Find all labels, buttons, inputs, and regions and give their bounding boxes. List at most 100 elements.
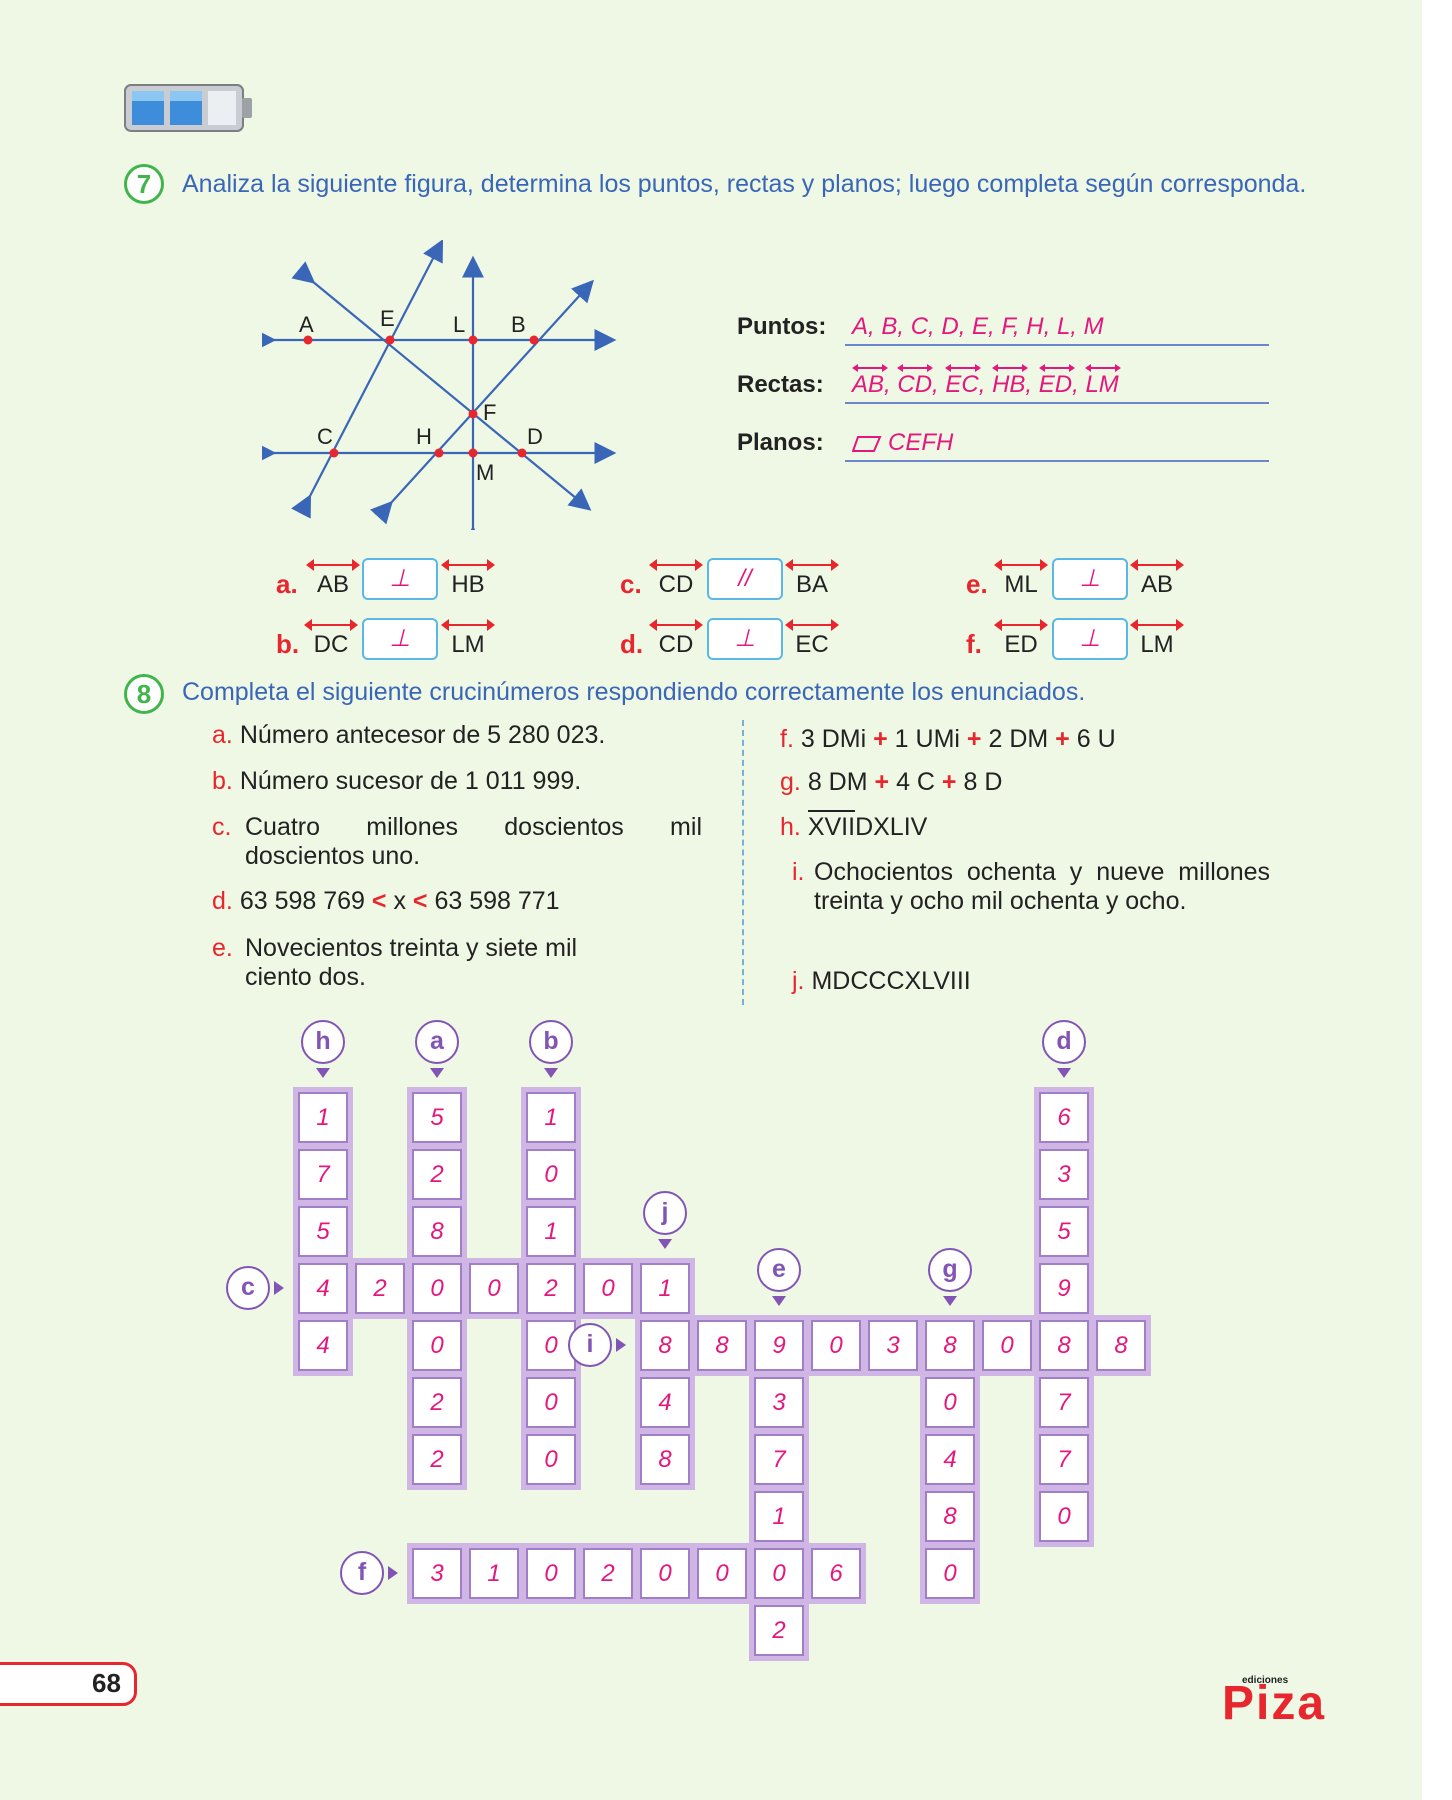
grid-cell[interactable]: 4	[640, 1377, 690, 1428]
grid-cell[interactable]: 0	[469, 1263, 519, 1314]
grid-cell[interactable]: 7	[1039, 1377, 1089, 1428]
grid-cell[interactable]: 2	[754, 1605, 804, 1656]
grid-cell[interactable]: 2	[526, 1263, 576, 1314]
grid-cell[interactable]: 0	[1039, 1491, 1089, 1542]
grid-cell[interactable]: 1	[469, 1548, 519, 1599]
relation-e-box[interactable]: ⊥	[1052, 558, 1128, 600]
grid-cell[interactable]: 8	[640, 1320, 690, 1371]
grid-cell[interactable]: 2	[583, 1548, 633, 1599]
grid-cell[interactable]: 5	[412, 1092, 462, 1143]
relation-b-left: DC	[304, 619, 358, 659]
relation-f-box[interactable]: ⊥	[1052, 618, 1128, 660]
grid-band	[407, 1201, 467, 1262]
grid-cell[interactable]: 0	[754, 1548, 804, 1599]
grid-cell[interactable]: 5	[298, 1206, 348, 1257]
grid-cell[interactable]: 4	[925, 1434, 975, 1485]
grid-cell[interactable]: 8	[1039, 1320, 1089, 1371]
grid-cell[interactable]: 8	[925, 1320, 975, 1371]
grid-band	[1034, 1087, 1094, 1148]
grid-cell[interactable]: 0	[982, 1320, 1032, 1371]
relation-f-letter: f.	[966, 629, 982, 659]
grid-cell[interactable]: 1	[640, 1263, 690, 1314]
grid-cell[interactable]: 1	[526, 1206, 576, 1257]
grid-band	[293, 1201, 353, 1262]
grid-cell[interactable]: 6	[811, 1548, 861, 1599]
grid-cell[interactable]: 7	[298, 1149, 348, 1200]
grid-cell[interactable]: 9	[1039, 1263, 1089, 1314]
grid-band	[1034, 1429, 1094, 1490]
relation-c-left: CD	[649, 559, 703, 599]
point-label-h: H	[416, 424, 432, 449]
point-label-b: B	[511, 312, 526, 337]
grid-cell[interactable]: 8	[1096, 1320, 1146, 1371]
relation-a-box[interactable]: ⊥	[362, 558, 438, 600]
clue-bubble-e: e	[757, 1248, 801, 1292]
relation-c-box[interactable]: //	[707, 558, 783, 600]
grid-cell[interactable]: 0	[526, 1548, 576, 1599]
grid-cell[interactable]: 8	[697, 1320, 747, 1371]
grid-cell[interactable]: 0	[412, 1320, 462, 1371]
grid-cell[interactable]: 2	[355, 1263, 405, 1314]
grid-cell[interactable]: 0	[811, 1320, 861, 1371]
grid-cell[interactable]: 3	[1039, 1149, 1089, 1200]
grid-cell[interactable]: 3	[868, 1320, 918, 1371]
planes-label: Planos:	[737, 429, 824, 456]
grid-cell[interactable]: 3	[754, 1377, 804, 1428]
grid-cell[interactable]: 5	[1039, 1206, 1089, 1257]
grid-band	[293, 1315, 353, 1376]
grid-cell[interactable]: 0	[640, 1548, 690, 1599]
grid-band	[920, 1486, 980, 1547]
relation-f-left: ED	[994, 619, 1048, 659]
grid-cell[interactable]: 0	[526, 1377, 576, 1428]
grid-cell[interactable]: 0	[583, 1263, 633, 1314]
planes-line	[845, 460, 1269, 462]
point-label-a: A	[299, 312, 314, 337]
grid-cell[interactable]: 1	[298, 1092, 348, 1143]
grid-cell[interactable]: 8	[412, 1206, 462, 1257]
grid-cell[interactable]: 0	[925, 1548, 975, 1599]
grid-cell[interactable]: 2	[412, 1149, 462, 1200]
line-lm: LM	[1085, 364, 1122, 399]
line-ec: EC	[945, 364, 982, 399]
grid-cell[interactable]: 7	[1039, 1434, 1089, 1485]
relation-b-box[interactable]: ⊥	[362, 618, 438, 660]
grid-cell[interactable]: 0	[526, 1149, 576, 1200]
grid-cell[interactable]: 2	[412, 1434, 462, 1485]
lines-line	[845, 402, 1269, 404]
grid-cell[interactable]: 8	[640, 1434, 690, 1485]
grid-cell[interactable]: 9	[754, 1320, 804, 1371]
grid-band	[407, 1543, 467, 1604]
grid-band	[464, 1543, 524, 1604]
grid-cell[interactable]: 1	[754, 1491, 804, 1542]
grid-band	[749, 1486, 809, 1547]
grid-band	[407, 1087, 467, 1148]
relation-f-right: LM	[1130, 619, 1184, 659]
clue-d: d. 63 598 769 < x < 63 598 771	[212, 887, 560, 915]
point-label-l: L	[453, 312, 465, 337]
grid-band	[749, 1315, 809, 1376]
grid-cell[interactable]: 4	[298, 1320, 348, 1371]
battery-icon	[124, 84, 252, 132]
grid-cell[interactable]: 0	[526, 1320, 576, 1371]
grid-cell[interactable]: 6	[1039, 1092, 1089, 1143]
grid-cell[interactable]: 2	[412, 1377, 462, 1428]
grid-cell[interactable]: 0	[526, 1434, 576, 1485]
grid-cell[interactable]: 0	[925, 1377, 975, 1428]
workbook-page: 7 Analiza la siguiente figura, determina…	[0, 0, 1422, 1800]
line-ab: AB	[852, 364, 888, 399]
grid-band	[521, 1429, 581, 1490]
relation-d-box[interactable]: ⊥	[707, 618, 783, 660]
grid-cell[interactable]: 0	[697, 1548, 747, 1599]
grid-cell[interactable]: 4	[298, 1263, 348, 1314]
grid-cell[interactable]: 3	[412, 1548, 462, 1599]
grid-cell[interactable]: 8	[925, 1491, 975, 1542]
clue-a: a. Número antecesor de 5 280 023.	[212, 721, 606, 749]
grid-band	[578, 1258, 638, 1319]
clue-h: h. XVIIDXLIV	[780, 810, 1280, 842]
grid-cell[interactable]: 0	[412, 1263, 462, 1314]
grid-cell[interactable]: 7	[754, 1434, 804, 1485]
grid-band	[920, 1315, 980, 1376]
exercise-8-instruction: Completa el siguiente crucinúmeros respo…	[182, 678, 1086, 706]
grid-cell[interactable]: 1	[526, 1092, 576, 1143]
exercise-7-number: 7	[124, 164, 164, 204]
